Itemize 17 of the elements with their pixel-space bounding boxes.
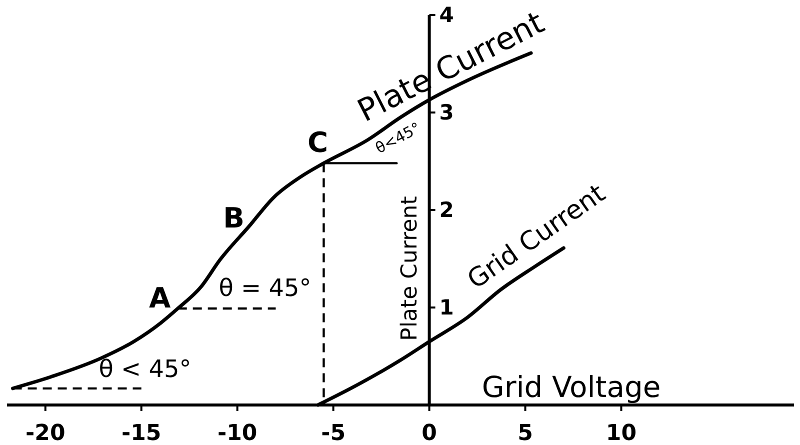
annotation: C: [307, 126, 328, 159]
x-tick-label: 5: [518, 421, 533, 445]
annotation: B: [223, 201, 245, 234]
annotation: θ < 45°: [98, 355, 192, 383]
y-axis-title: Plate Current: [396, 196, 422, 341]
y-tick-label: 2: [439, 198, 454, 222]
y-tick-label: 1: [439, 296, 454, 320]
x-tick-label: 10: [606, 421, 637, 445]
x-tick-label: -15: [121, 421, 162, 445]
x-axis-title: Grid Voltage: [482, 370, 661, 404]
x-tick-label: -20: [26, 421, 66, 445]
annotation: A: [149, 280, 171, 314]
y-tick-label: 3: [439, 100, 454, 124]
annotation: θ = 45°: [218, 274, 312, 302]
x-tick-label: -5: [321, 421, 346, 445]
x-tick-label: 0: [422, 421, 437, 445]
x-tick-label: -10: [217, 421, 258, 445]
